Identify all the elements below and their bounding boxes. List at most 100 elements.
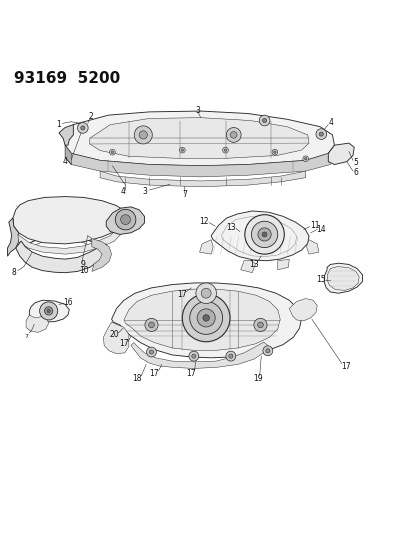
Polygon shape bbox=[90, 118, 308, 158]
Text: 18: 18 bbox=[132, 374, 142, 383]
Circle shape bbox=[304, 158, 306, 160]
Circle shape bbox=[145, 318, 158, 332]
Circle shape bbox=[77, 123, 88, 133]
Circle shape bbox=[197, 309, 215, 327]
Polygon shape bbox=[240, 260, 255, 273]
Polygon shape bbox=[16, 241, 106, 273]
Polygon shape bbox=[211, 211, 308, 261]
Text: 7: 7 bbox=[181, 190, 186, 199]
Text: 20: 20 bbox=[109, 330, 119, 340]
Polygon shape bbox=[103, 322, 128, 354]
Polygon shape bbox=[65, 145, 71, 165]
Circle shape bbox=[253, 318, 266, 332]
Polygon shape bbox=[65, 145, 334, 177]
Polygon shape bbox=[112, 283, 301, 358]
Circle shape bbox=[40, 302, 57, 320]
Text: 17: 17 bbox=[177, 290, 187, 299]
Circle shape bbox=[45, 307, 53, 315]
Text: 15: 15 bbox=[316, 275, 325, 284]
Text: 8: 8 bbox=[11, 268, 16, 277]
Text: 4: 4 bbox=[62, 157, 67, 166]
Polygon shape bbox=[106, 207, 144, 235]
Text: 6: 6 bbox=[353, 168, 357, 177]
Text: 7: 7 bbox=[24, 334, 28, 339]
Polygon shape bbox=[92, 239, 112, 271]
Circle shape bbox=[271, 149, 277, 155]
Circle shape bbox=[149, 350, 153, 354]
Polygon shape bbox=[277, 259, 289, 270]
Polygon shape bbox=[100, 171, 305, 187]
Polygon shape bbox=[26, 315, 49, 332]
Text: 11: 11 bbox=[309, 221, 319, 230]
Circle shape bbox=[259, 115, 269, 126]
Text: 2: 2 bbox=[88, 112, 93, 122]
Circle shape bbox=[257, 322, 263, 328]
Polygon shape bbox=[18, 225, 122, 254]
Text: 93169  5200: 93169 5200 bbox=[14, 71, 120, 86]
Circle shape bbox=[146, 347, 156, 357]
Text: 3: 3 bbox=[142, 187, 147, 196]
Polygon shape bbox=[65, 111, 334, 166]
Circle shape bbox=[182, 294, 230, 342]
Text: 17: 17 bbox=[340, 361, 350, 370]
Circle shape bbox=[111, 151, 114, 154]
Circle shape bbox=[257, 228, 271, 241]
Circle shape bbox=[120, 215, 130, 224]
Polygon shape bbox=[199, 240, 213, 254]
Circle shape bbox=[318, 132, 323, 136]
Text: 16: 16 bbox=[64, 298, 73, 307]
Circle shape bbox=[179, 147, 185, 153]
Polygon shape bbox=[328, 143, 354, 165]
Circle shape bbox=[189, 302, 222, 334]
Circle shape bbox=[265, 349, 269, 353]
Circle shape bbox=[228, 354, 233, 358]
Circle shape bbox=[302, 156, 308, 161]
Circle shape bbox=[251, 221, 277, 248]
Polygon shape bbox=[29, 300, 69, 322]
Circle shape bbox=[202, 314, 209, 321]
Circle shape bbox=[244, 215, 284, 254]
Circle shape bbox=[134, 126, 152, 144]
Circle shape bbox=[115, 209, 135, 230]
Circle shape bbox=[109, 149, 115, 155]
Circle shape bbox=[262, 346, 272, 356]
Polygon shape bbox=[289, 298, 316, 321]
Polygon shape bbox=[7, 218, 19, 256]
Circle shape bbox=[180, 149, 183, 151]
Polygon shape bbox=[20, 197, 118, 223]
Polygon shape bbox=[13, 197, 126, 244]
Circle shape bbox=[225, 351, 235, 361]
Circle shape bbox=[262, 118, 266, 123]
Circle shape bbox=[139, 131, 147, 139]
Polygon shape bbox=[131, 342, 267, 368]
Circle shape bbox=[148, 322, 154, 328]
Circle shape bbox=[226, 127, 240, 142]
Text: 19: 19 bbox=[253, 374, 262, 383]
Polygon shape bbox=[59, 125, 73, 145]
Text: 17: 17 bbox=[149, 369, 159, 378]
Circle shape bbox=[273, 151, 275, 154]
Text: 9: 9 bbox=[80, 260, 85, 269]
Circle shape bbox=[222, 147, 228, 153]
Text: 17: 17 bbox=[119, 340, 128, 348]
Text: 10: 10 bbox=[79, 266, 89, 275]
Circle shape bbox=[315, 129, 326, 140]
Circle shape bbox=[188, 351, 198, 361]
Circle shape bbox=[195, 283, 216, 303]
Circle shape bbox=[230, 132, 237, 138]
Text: 4: 4 bbox=[120, 187, 125, 196]
Text: 14: 14 bbox=[316, 225, 325, 234]
Text: 12: 12 bbox=[199, 217, 208, 226]
Circle shape bbox=[224, 149, 226, 151]
Text: 4: 4 bbox=[328, 118, 333, 127]
Polygon shape bbox=[123, 289, 280, 350]
Text: 17: 17 bbox=[186, 369, 196, 378]
Circle shape bbox=[191, 354, 195, 358]
Circle shape bbox=[47, 309, 50, 312]
Polygon shape bbox=[326, 266, 358, 290]
Text: 1: 1 bbox=[56, 120, 60, 129]
Polygon shape bbox=[306, 240, 318, 254]
Text: 5: 5 bbox=[353, 158, 358, 166]
Text: 3: 3 bbox=[195, 106, 200, 115]
Text: 13: 13 bbox=[225, 222, 235, 231]
